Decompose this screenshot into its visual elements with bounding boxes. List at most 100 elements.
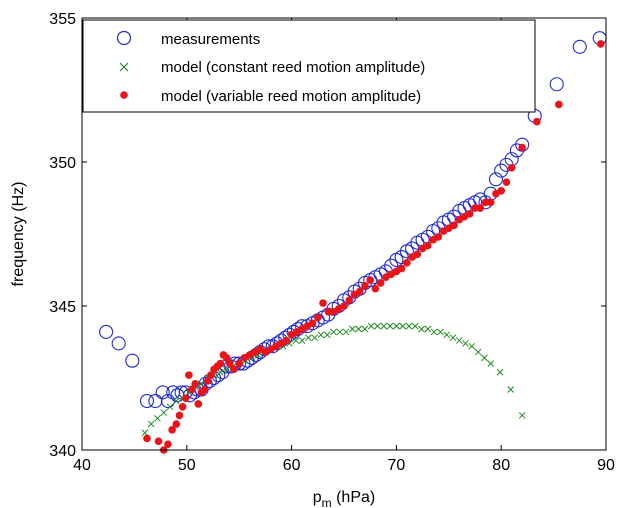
constant-model-point [411,322,419,330]
variable-model-point [200,385,209,394]
variable-model-point [481,198,490,207]
variable-model-point [230,365,238,374]
y-tick-label: 355 [49,11,76,28]
variable-model-point [355,287,364,296]
variable-model-point [172,420,181,428]
constant-model-point [323,331,331,339]
constant-model-point [336,328,344,336]
variable-model-point [476,204,485,212]
legend-marker-variable-model [120,91,128,99]
constant-model-point [443,331,451,339]
constant-model-point [349,325,356,333]
variable-model-point [188,385,196,394]
variable-model-point [203,377,212,385]
measurement-point [155,385,170,400]
variable-model-point [314,313,322,322]
constant-model-point [481,354,488,362]
x-axis-label-unit: (hPa) [332,489,376,506]
measurement-point [111,336,126,351]
legend-label-variable-model: model (variable reed motion amplitude) [161,88,421,105]
constant-model-point [462,340,469,347]
y-axis: 340 345 350 355 [49,11,606,460]
variable-model-point [486,198,495,207]
constant-model-point [374,322,381,330]
variable-model-point [178,403,187,411]
variable-model-point [207,371,215,379]
x-axis-label: pm (hPa) [313,489,375,508]
variable-model-point [403,259,411,267]
y-axis-label: frequency (Hz) [10,182,27,287]
constant-model-point [292,337,300,344]
variable-model-point [181,394,190,402]
measurement-point [99,324,114,339]
constant-model-point [342,328,350,336]
constant-model-point [380,322,388,330]
x-tick-label: 90 [597,457,615,474]
x-tick-label: 70 [388,457,406,474]
variable-model-point [471,204,479,212]
variable-model-point [361,282,369,290]
legend-label-measurements: measurements [161,31,260,48]
measurement-point [394,249,409,265]
y-tick-label: 345 [49,299,76,316]
constant-model-point [367,322,375,330]
legend-marker-measurements [116,30,132,46]
variable-model-point [319,299,327,307]
variable-model-point [216,359,225,368]
variable-model-point [366,276,375,284]
variable-model-point [154,437,163,446]
constant-model-point [154,414,161,422]
x-tick-label: 60 [283,457,301,474]
y-tick-label: 350 [49,155,76,172]
measurement-point [572,39,587,54]
variable-model-point [371,284,380,293]
variable-model-point [282,336,291,345]
constant-model-point [455,337,463,344]
measurement-point [139,393,155,409]
plot-frame [81,17,607,451]
variable-model-point [596,40,605,48]
constant-model-point [355,325,363,333]
x-axis-label-sub: m [322,496,332,508]
constant-model-point [496,368,504,376]
x-tick-label: 40 [73,457,91,474]
variable-model-point [143,434,151,443]
x-axis-label-main: p [313,489,322,506]
constant-model-point [166,403,174,411]
variable-model-point [191,379,199,388]
constant-model-point [160,409,168,416]
measurement-point [549,77,564,92]
variable-model-point [397,264,406,273]
constant-model-point [223,366,230,373]
variable-model-point [175,411,184,420]
y-tick-label: 340 [49,443,76,460]
variable-model-point [164,440,172,449]
legend-box [82,19,536,113]
variable-model-point [345,296,354,305]
legend: measurements model (constant reed motion… [82,19,536,113]
variable-model-point [533,117,541,126]
constant-model-point [298,337,306,344]
variable-model-point [222,354,231,362]
variable-model-point [185,371,193,379]
constant-model-point [330,328,337,336]
series-2 [143,40,605,454]
variable-model-point [225,359,234,368]
constant-model-point [393,322,400,330]
constant-model-point [172,397,180,405]
legend-label-constant-model: model (constant reed motion amplitude) [161,59,425,76]
constant-model-point [518,412,526,419]
variable-model-point [376,279,385,287]
variable-model-point [518,143,526,152]
measurement-point [488,172,504,187]
variable-model-point [555,100,563,109]
constant-model-point [361,325,369,333]
variable-model-point [434,233,443,241]
constant-model-point [418,325,425,333]
x-tick-label: 80 [492,457,510,474]
constant-model-point [198,380,205,388]
constant-model-point [507,386,514,393]
variable-model-point [324,307,333,316]
constant-model-point [430,328,438,336]
